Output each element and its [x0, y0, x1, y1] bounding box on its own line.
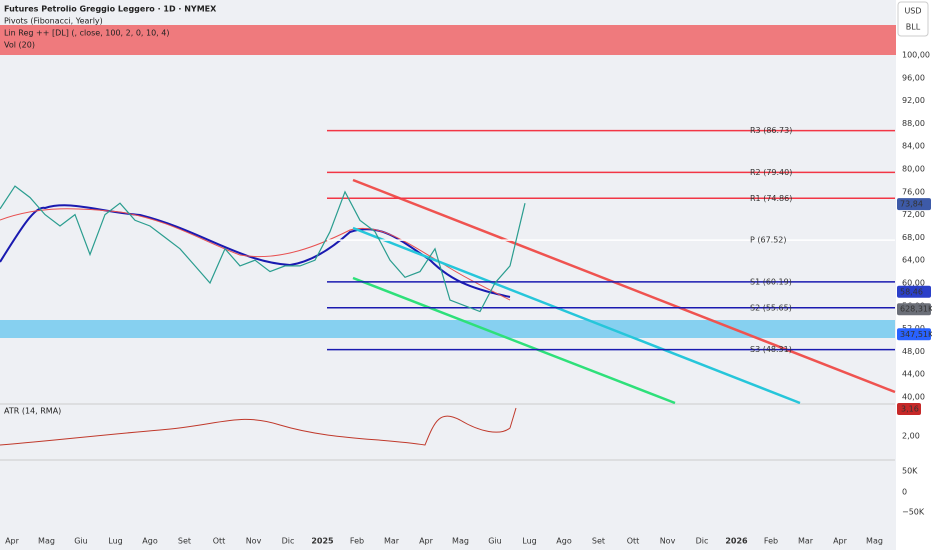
x-tick-label: Lug [522, 537, 536, 546]
pivot-label: R1 (74.86) [750, 194, 792, 203]
x-tick-label: Ott [213, 537, 226, 546]
price-badge-label: 347,51K [900, 330, 932, 339]
y-tick-label: 80,00 [902, 165, 925, 174]
y-tick-label: 64,00 [902, 256, 925, 265]
x-tick-label: Set [592, 537, 605, 546]
regression-upper [352, 178, 896, 394]
x-tick-label: Mag [38, 537, 55, 546]
pivot-label: S1 (60.19) [750, 277, 792, 286]
y-tick-label: 88,00 [902, 119, 925, 128]
x-tick-label: Ott [627, 537, 640, 546]
price-badge [897, 285, 931, 298]
indicator: Lin Reg ++ [DL] (, close, 100, 2, 0, 10,… [4, 29, 169, 38]
vol-tick: 0 [902, 488, 907, 497]
price-badge [897, 303, 931, 316]
indicator-band [0, 25, 932, 55]
x-tick-label: 2025 [311, 537, 334, 546]
y-tick-label: 76,00 [902, 187, 925, 196]
price-line [0, 185, 526, 313]
currency-box [897, 1, 929, 37]
indicator: Pivots (Fibonacci, Yearly) [4, 17, 103, 26]
x-tick-label: Mar [384, 537, 400, 546]
price-badge-label: 628,31K [900, 305, 932, 314]
x-tick-label: Dic [282, 537, 295, 546]
x-tick-label: Ago [556, 537, 572, 546]
y-tick-label: 84,00 [902, 142, 925, 151]
pivot-label: P (67.52) [750, 236, 787, 245]
y-tick-label: 48,00 [902, 347, 925, 356]
regression-lower [352, 276, 676, 405]
price-badge [897, 328, 931, 341]
x-tick-label: Ago [142, 537, 158, 546]
price-badge-label: 58,46 [900, 287, 923, 296]
vol-tick: 50K [902, 467, 918, 476]
price-badge-label: 73,84 [900, 200, 923, 209]
moving-average [0, 208, 511, 301]
pivot-label: S2 (55.65) [750, 303, 792, 312]
title: Futures Petrolio Greggio Leggero · 1D · … [4, 5, 217, 14]
regression-mid [352, 226, 801, 405]
x-tick-label: Feb [350, 537, 364, 546]
x-tick-label: Apr [5, 537, 20, 546]
y-tick-label: 40,00 [902, 393, 925, 402]
price-axis [896, 0, 932, 550]
x-tick-label: Nov [246, 537, 262, 546]
x-tick-label: Dic [696, 537, 709, 546]
x-tick-label: Nov [660, 537, 676, 546]
y-tick-label: 68,00 [902, 233, 925, 242]
y-tick-label: 72,00 [902, 210, 925, 219]
x-tick-label: Giu [74, 537, 88, 546]
x-tick-label: Set [178, 537, 191, 546]
y-tick-label: 92,00 [902, 96, 925, 105]
atr-label: ATR (14, RMA) [4, 407, 61, 416]
pivot-label: R2 (79.40) [750, 168, 792, 177]
x-tick-label: Feb [764, 537, 778, 546]
x-tick-label: Lug [108, 537, 122, 546]
x-tick-label: Giu [488, 537, 502, 546]
x-tick-label: Mag [452, 537, 469, 546]
indicator: Vol (20) [4, 41, 35, 50]
vol-tick: −50K [902, 508, 925, 517]
x-tick-label: Apr [419, 537, 434, 546]
atr-badge [897, 403, 921, 415]
y-tick-label: 44,00 [902, 370, 925, 379]
unit: BLL [906, 23, 921, 32]
x-tick-label: Mag [866, 537, 883, 546]
highlight-band [0, 320, 895, 338]
currency: USD [904, 7, 921, 16]
y-tick-label: 96,00 [902, 73, 925, 82]
pivot-label: S3 (48.31) [750, 345, 792, 354]
atr-tick: 2,00 [902, 432, 920, 441]
y-tick-label: 100,00 [902, 51, 930, 60]
x-tick-label: Mar [798, 537, 814, 546]
price-badge [897, 198, 931, 211]
moving-average [0, 204, 511, 298]
x-tick-label: Apr [833, 537, 848, 546]
y-tick-label: 60,00 [902, 279, 925, 288]
atr-line [0, 407, 517, 446]
pivot-label: R3 (86.73) [750, 126, 792, 135]
atr-value: 3,16 [901, 405, 919, 414]
x-tick-label: 2026 [725, 537, 748, 546]
